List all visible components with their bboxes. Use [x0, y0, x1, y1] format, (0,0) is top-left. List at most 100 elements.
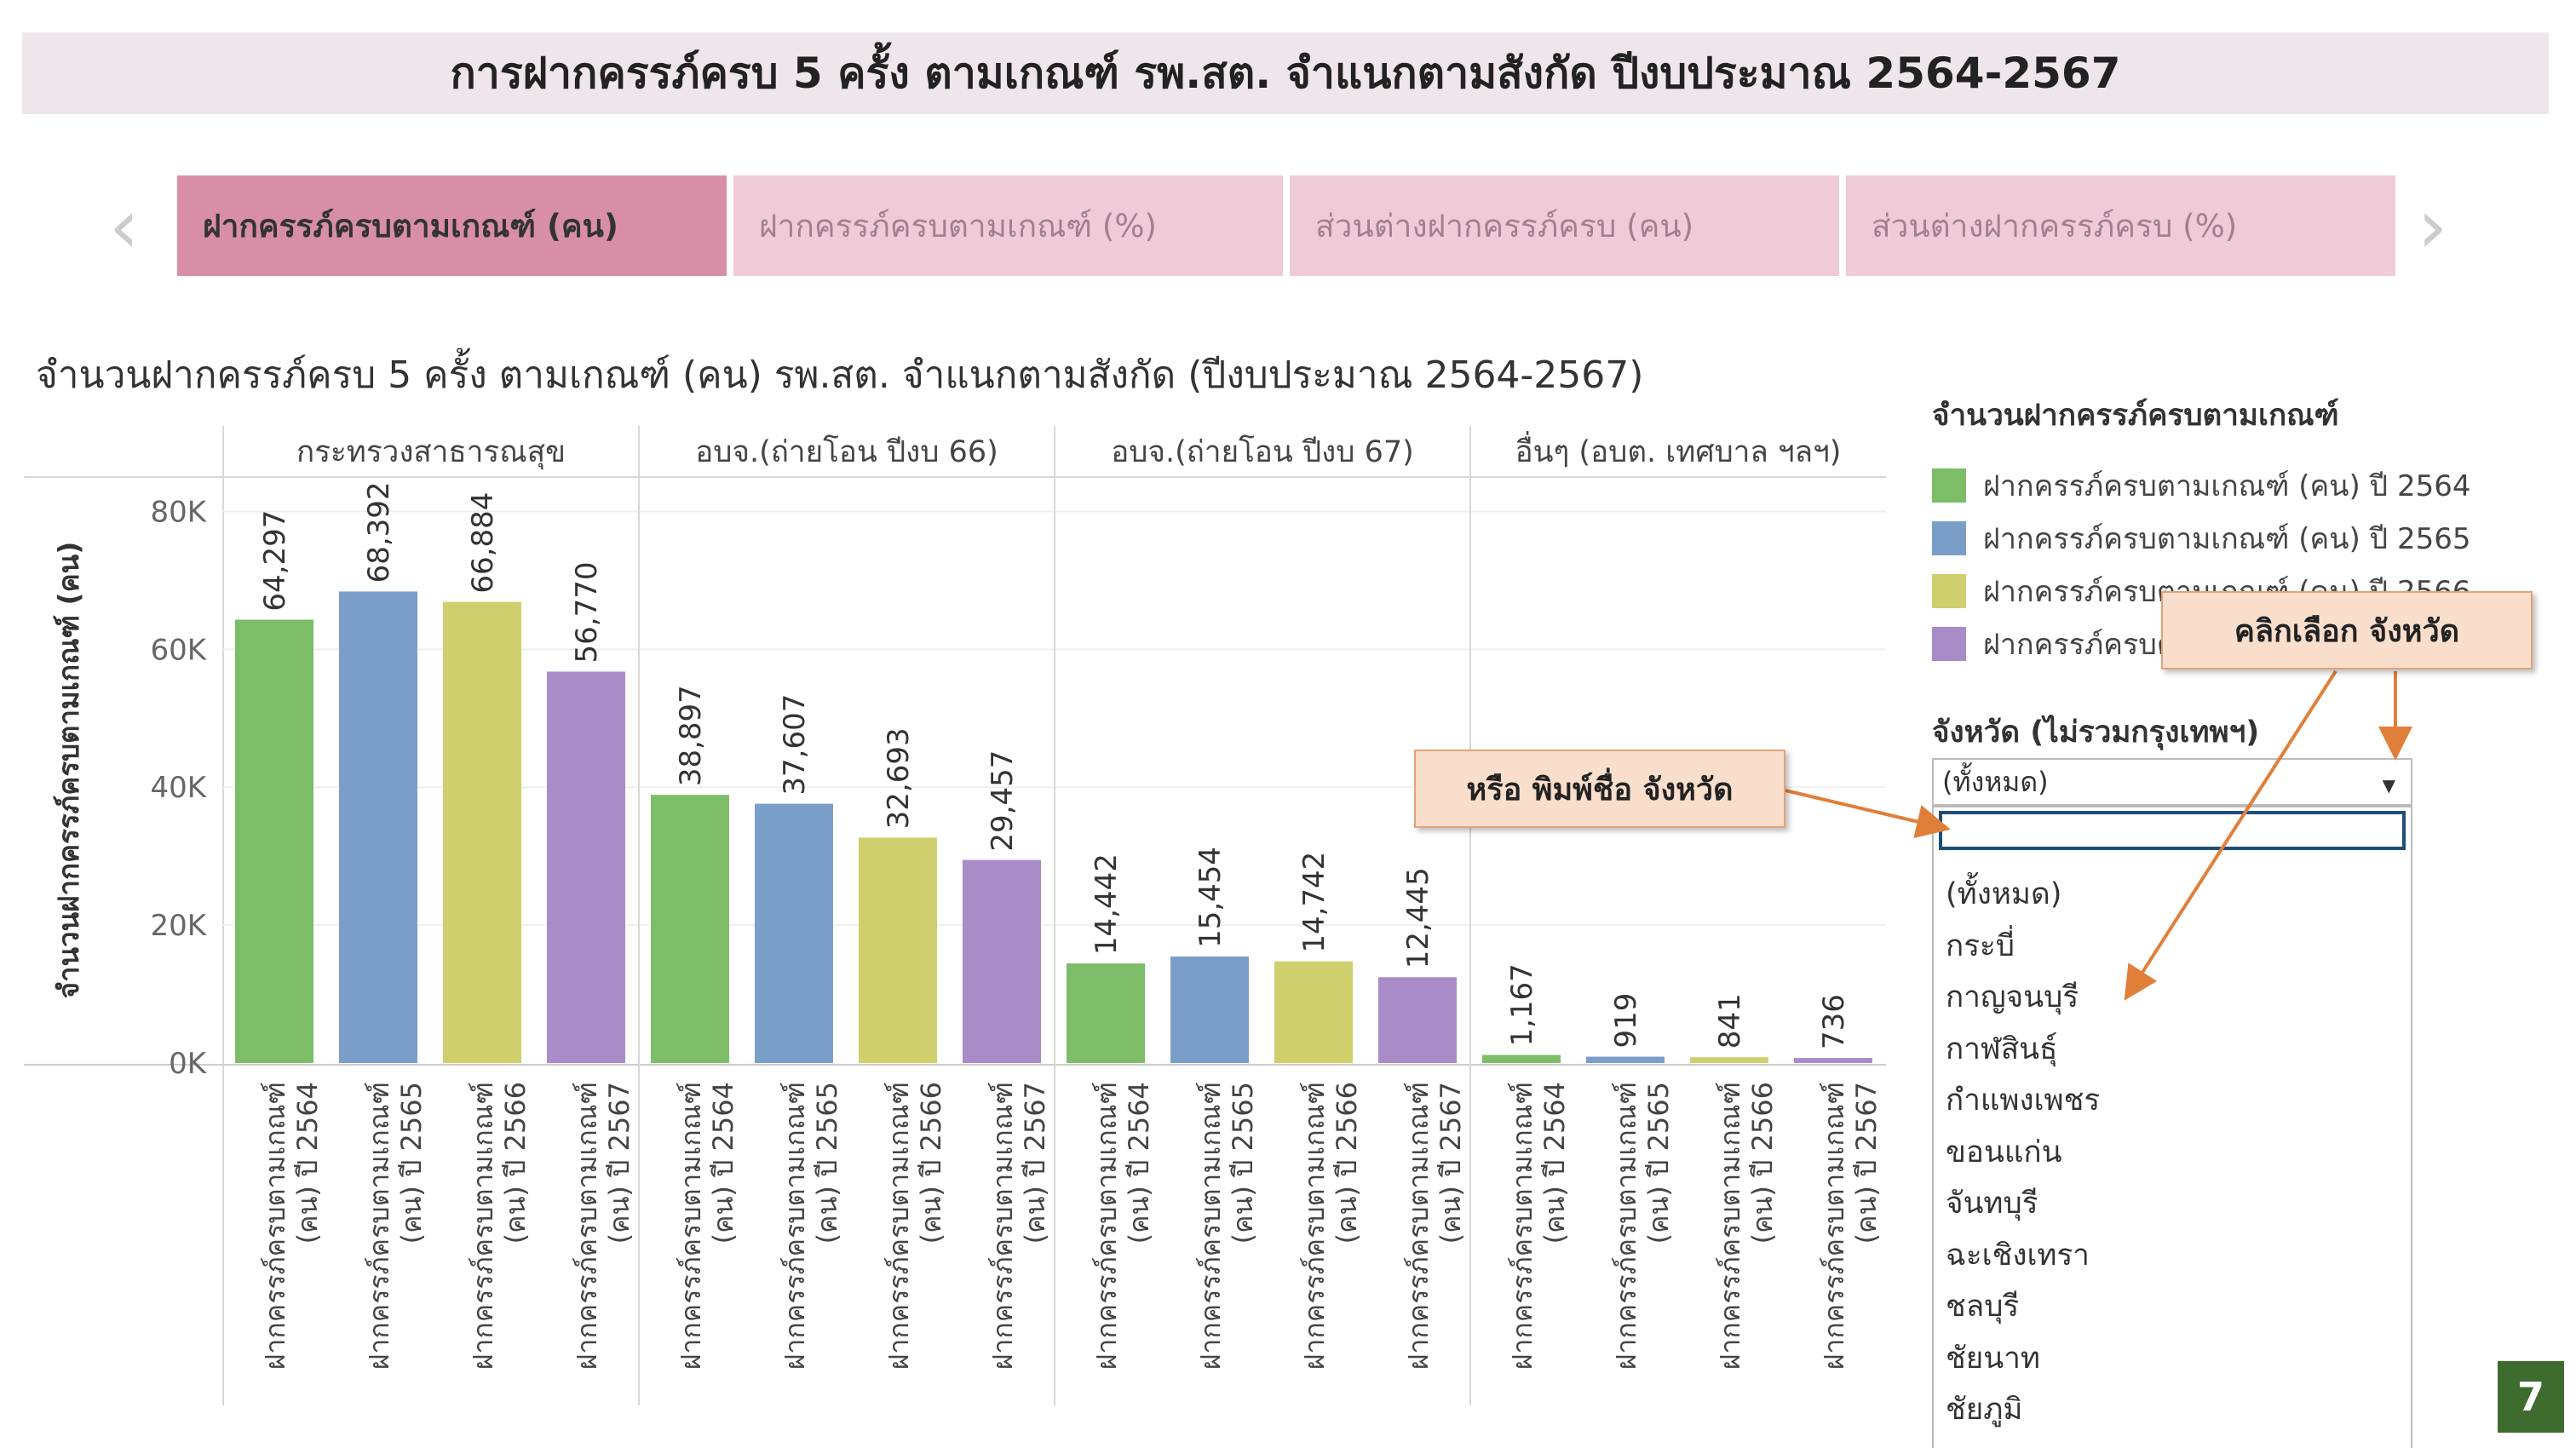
tab-count[interactable]: ฝากครรภ์ครบตามเกณฑ์ (คน) — [177, 175, 727, 276]
x-tick-label: ฝากครรภ์ครบตามเกณฑ์(คน) ปี 2566 — [883, 1082, 947, 1370]
data-label: 919 — [1609, 993, 1643, 1049]
tab-percent[interactable]: ฝากครรภ์ครบตามเกณฑ์ (%) — [733, 175, 1283, 276]
x-tick-label-line: ฝากครรภ์ครบตามเกณฑ์ — [1610, 1082, 1642, 1370]
legend-item-2565[interactable]: ฝากครรภ์ครบตามเกณฑ์ (คน) ปี 2565 — [1932, 512, 2477, 565]
x-tick-label-line: ฝากครรภ์ครบตามเกณฑ์ — [1818, 1082, 1850, 1370]
x-tick-label: ฝากครรภ์ครบตามเกณฑ์(คน) ปี 2564 — [675, 1082, 739, 1370]
province-option[interactable]: กาฬสินธุ์ — [1946, 1031, 2058, 1066]
x-tick-label-line: (คน) ปี 2565 — [1227, 1082, 1259, 1244]
group-header: อบจ.(ถ่ายโอน ปีงบ 66) — [695, 434, 998, 469]
bar — [651, 795, 729, 1063]
x-tick-label: ฝากครรภ์ครบตามเกณฑ์(คน) ปี 2564 — [259, 1082, 324, 1370]
bar-chart: 0K 20K 40K 60K 80K จำนวนฝากครรภ์ครบตามเกณฑ์ (… — [24, 426, 1886, 1405]
province-option[interactable]: ขอนแก่น — [1946, 1135, 2062, 1169]
x-tick-label-line: (คน) ปี 2565 — [395, 1082, 428, 1244]
x-tick-label-line: ฝากครรภ์ครบตามเกณฑ์ — [1090, 1082, 1123, 1370]
province-filter-title: จังหวัด (ไม่รวมกรุงเทพฯ) — [1932, 715, 2260, 750]
bar — [443, 601, 521, 1063]
data-label: 32,693 — [882, 727, 916, 829]
x-tick-label-line: (คน) ปี 2566 — [915, 1082, 947, 1244]
group-header: กระทรวงสาธารณสุข — [296, 435, 566, 469]
bar — [1378, 977, 1457, 1063]
x-tick-label-line: ฝากครรภ์ครบตามเกณฑ์ — [363, 1082, 395, 1370]
legend-swatch — [1932, 521, 1966, 555]
chart-title: จำนวนฝากครรภ์ครบ 5 ครั้ง ตามเกณฑ์ (คน) ร… — [36, 353, 1644, 397]
province-option[interactable]: ฉะเชิงเทรา — [1946, 1238, 2090, 1273]
bar — [755, 803, 833, 1063]
province-option[interactable]: กระบี่ — [1946, 928, 2015, 963]
y-tick-label: 80K — [150, 495, 207, 529]
province-option[interactable]: ชัยภูมิ — [1946, 1393, 2023, 1427]
banner-title: การฝากครรภ์ครบ 5 ครั้ง ตามเกณฑ์ รพ.สต. จ… — [450, 48, 2121, 98]
province-select[interactable]: (ทั้งหมด) ▼ — [1932, 758, 2412, 806]
y-tick-label: 40K — [150, 771, 207, 805]
data-label: 15,454 — [1193, 847, 1228, 948]
province-option[interactable]: ชัยนาท — [1946, 1341, 2040, 1376]
x-tick-label-line: (คน) ปี 2567 — [603, 1082, 635, 1244]
data-label: 1,167 — [1505, 963, 1539, 1046]
x-tick-label: ฝากครรภ์ครบตามเกณฑ์(คน) ปี 2565 — [1194, 1082, 1259, 1370]
x-tick-label-line: ฝากครรภ์ครบตามเกณฑ์ — [1506, 1082, 1538, 1370]
data-label: 68,392 — [362, 481, 396, 583]
province-option[interactable]: กาญจนบุรี — [1946, 980, 2079, 1014]
x-tick-label: ฝากครรภ์ครบตามเกณฑ์(คน) ปี 2564 — [1090, 1082, 1155, 1370]
data-label: 12,445 — [1401, 867, 1435, 968]
x-tick-label-line: (คน) ปี 2567 — [1850, 1082, 1883, 1244]
x-tick-label-line: ฝากครรภ์ครบตามเกณฑ์ — [571, 1082, 603, 1370]
x-tick-label-line: ฝากครรภ์ครบตามเกณฑ์ — [1298, 1082, 1331, 1370]
bar — [235, 619, 313, 1063]
bar — [547, 671, 625, 1063]
x-tick-label-line: ฝากครรภ์ครบตามเกณฑ์ — [1714, 1082, 1746, 1370]
y-tick-label: 20K — [150, 909, 207, 943]
group-header: อื่นๆ (อบต. เทศบาล ฯลฯ) — [1515, 431, 1842, 469]
province-select-value: (ทั้งหมด) — [1942, 765, 2049, 798]
callout-type-name: หรือ พิมพ์ชื่อ จังหวัด — [1414, 750, 1785, 828]
bar — [339, 591, 417, 1063]
province-option[interactable]: จันทบุรี — [1946, 1187, 2038, 1221]
x-tick-label-line: (คน) ปี 2564 — [291, 1082, 324, 1244]
x-tick-label: ฝากครรภ์ครบตามเกณฑ์(คน) ปี 2566 — [1298, 1082, 1363, 1370]
tab-diff-percent[interactable]: ส่วนต่างฝากครรภ์ครบ (%) — [1846, 175, 2395, 276]
x-tick-label-line: (คน) ปี 2566 — [499, 1082, 532, 1244]
y-axis-title: จำนวนฝากครรภ์ครบตามเกณฑ์ (คน) — [52, 542, 85, 999]
x-tick-label: ฝากครรภ์ครบตามเกณฑ์(คน) ปี 2567 — [1818, 1082, 1883, 1370]
bar — [1274, 961, 1353, 1063]
group-header: อบจ.(ถ่ายโอน ปีงบ 67) — [1111, 434, 1414, 469]
x-tick-label: ฝากครรภ์ครบตามเกณฑ์(คน) ปี 2565 — [779, 1082, 843, 1370]
province-options: (ทั้งหมด) กระบี่กาญจนบุรีกาฬสินธุ์กำแพงเพ… — [1934, 869, 2411, 1436]
province-option[interactable]: ชลบุรี — [1946, 1290, 2020, 1324]
province-option[interactable]: กำแพงเพชร — [1946, 1083, 2101, 1118]
x-tick-label-line: (คน) ปี 2566 — [1331, 1082, 1363, 1244]
legend-item-2564[interactable]: ฝากครรภ์ครบตามเกณฑ์ (คน) ปี 2564 — [1932, 459, 2477, 512]
x-tick-label-line: (คน) ปี 2565 — [1642, 1082, 1675, 1244]
tab-diff-count[interactable]: ส่วนต่างฝากครรภ์ครบ (คน) — [1290, 175, 1839, 276]
data-label: 14,742 — [1297, 852, 1331, 953]
x-tick-label: ฝากครรภ์ครบตามเกณฑ์(คน) ปี 2566 — [467, 1082, 532, 1370]
province-search-input[interactable] — [1939, 811, 2406, 850]
data-label: 56,770 — [570, 562, 604, 664]
x-tick-label-line: ฝากครรภ์ครบตามเกณฑ์ — [259, 1082, 291, 1370]
x-tick-label-line: (คน) ปี 2564 — [707, 1082, 739, 1244]
chevron-right-icon[interactable]: › — [2418, 182, 2448, 270]
x-tick-label-line: (คน) ปี 2564 — [1123, 1082, 1155, 1244]
bar — [859, 837, 937, 1063]
province-option[interactable]: (ทั้งหมด) — [1946, 877, 2062, 911]
bar — [1690, 1057, 1768, 1063]
y-tick-label: 0K — [169, 1047, 208, 1081]
legend-swatch — [1932, 468, 1966, 503]
callout-click-select: คลิกเลือก จังหวัด — [2161, 591, 2533, 669]
x-tick-label-line: ฝากครรภ์ครบตามเกณฑ์ — [779, 1082, 811, 1370]
chevron-left-icon[interactable]: ‹ — [109, 182, 140, 270]
bar — [1586, 1056, 1665, 1063]
legend-title: จำนวนฝากครรภ์ครบตามเกณฑ์ — [1932, 399, 2339, 433]
bar — [963, 859, 1041, 1063]
bar — [1067, 963, 1145, 1063]
x-tick-label: ฝากครรภ์ครบตามเกณฑ์(คน) ปี 2566 — [1714, 1082, 1779, 1370]
x-tick-label-line: ฝากครรภ์ครบตามเกณฑ์ — [1194, 1082, 1227, 1370]
page-number: 7 — [2498, 1361, 2564, 1433]
x-tick-label-line: (คน) ปี 2565 — [811, 1082, 843, 1244]
caret-down-icon[interactable]: ▼ — [2382, 775, 2395, 796]
data-label: 66,884 — [466, 492, 500, 594]
x-tick-label-line: ฝากครรภ์ครบตามเกณฑ์ — [467, 1082, 499, 1370]
legend-swatch — [1932, 627, 1966, 661]
